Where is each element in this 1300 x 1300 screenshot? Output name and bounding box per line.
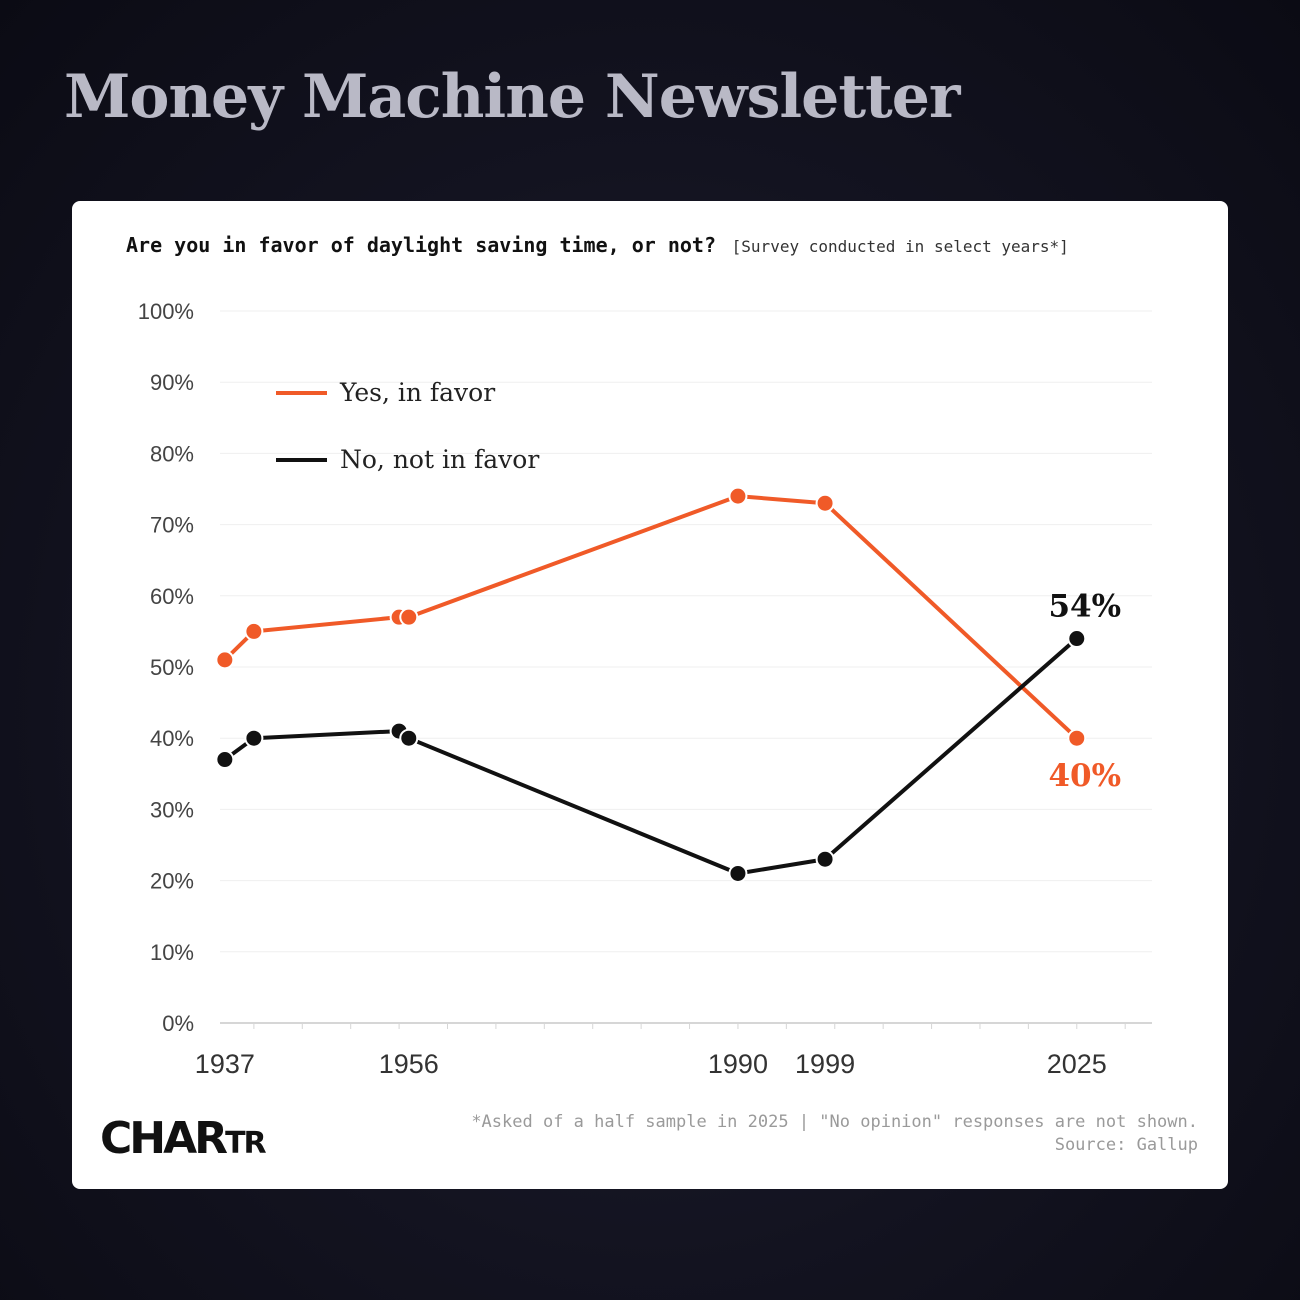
y-tick-label: 20% (150, 869, 194, 894)
x-tick-label: 1956 (379, 1049, 439, 1079)
y-tick-label: 80% (150, 441, 194, 466)
y-tick-label: 100% (138, 299, 194, 324)
chart-card: 0% 10% 20% 30% 40% 50% 60% 70% 80% 90% 100% 1937 195… (72, 201, 1228, 1189)
y-tick-label: 70% (150, 513, 194, 538)
data-point (215, 750, 235, 770)
logo-small: TR (225, 1126, 267, 1161)
data-point (399, 607, 419, 627)
legend-label: Yes, in favor (339, 378, 495, 407)
series-line (223, 637, 1079, 876)
data-point (215, 650, 235, 670)
data-point (399, 728, 419, 748)
end-value-label: 40% (1048, 758, 1121, 794)
chart-question: Are you in favor of daylight saving time… (126, 233, 1069, 257)
x-tick-label: 1937 (195, 1049, 255, 1079)
data-point (728, 486, 748, 506)
end-value-label: 54% (1048, 589, 1121, 625)
data-point (244, 728, 264, 748)
data-point (815, 849, 835, 869)
y-tick-label: 90% (150, 370, 194, 395)
chart-footnote: *Asked of a half sample in 2025 | "No op… (471, 1111, 1198, 1157)
y-tick-label: 10% (150, 940, 194, 965)
chart-subtitle: [Survey conducted in select years*] (731, 237, 1069, 256)
legend-label: No, not in favor (340, 445, 539, 474)
x-tick-label: 1990 (708, 1049, 768, 1079)
source-text: Source: Gallup (1054, 1135, 1198, 1155)
logo-main: CHAR (100, 1113, 228, 1164)
data-point (728, 863, 748, 883)
data-point (815, 493, 835, 513)
data-point (1067, 728, 1087, 748)
y-tick-label: 60% (150, 584, 194, 609)
data-point (244, 621, 264, 641)
data-point (1067, 629, 1087, 649)
y-tick-label: 40% (150, 726, 194, 751)
footnote-text: *Asked of a half sample in 2025 | "No op… (471, 1112, 1198, 1132)
y-tick-label: 50% (150, 655, 194, 680)
newsletter-title: Money Machine Newsletter (64, 62, 961, 132)
line-chart: 0% 10% 20% 30% 40% 50% 60% 70% 80% 90% 100% 1937 195… (138, 299, 1152, 1079)
chartr-logo: CHARTR (100, 1113, 267, 1164)
series-line (223, 494, 1079, 740)
x-tick-label: 1999 (795, 1049, 855, 1079)
x-tick-label: 2025 (1047, 1049, 1107, 1079)
y-tick-label: 30% (150, 797, 194, 822)
y-tick-label: 0% (162, 1011, 194, 1036)
chart-title: Are you in favor of daylight saving time… (126, 233, 717, 257)
